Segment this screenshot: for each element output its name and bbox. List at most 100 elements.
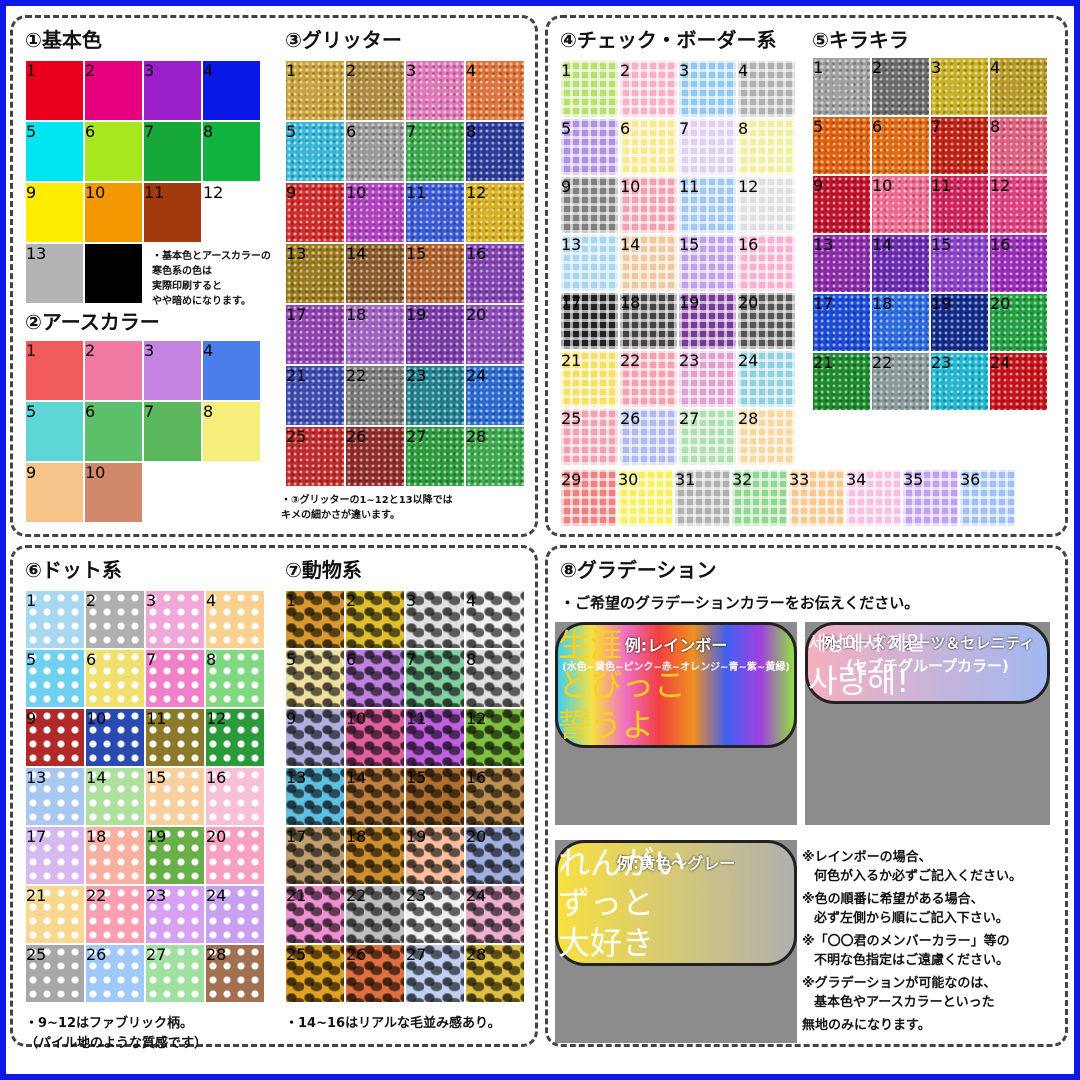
swatch-label: 12 — [203, 183, 224, 202]
example-label: 例:レインボー — [624, 636, 728, 655]
swatch: 24 — [465, 365, 525, 426]
section-title: ⑤キラキラ — [812, 28, 909, 52]
swatch: 12 — [989, 175, 1048, 234]
swatch-label: 6 — [346, 650, 357, 669]
swatch-label: 31 — [675, 470, 696, 489]
swatch: 14 — [619, 234, 678, 292]
swatch: 25 — [560, 408, 619, 466]
instruction: ・ご希望のグラデーションカラーをお伝えください。 — [560, 594, 920, 612]
swatch-label: 7 — [679, 119, 690, 138]
swatch: 16 — [205, 767, 265, 826]
swatch-label: 3 — [144, 341, 155, 360]
swatch: 10 — [85, 708, 145, 767]
swatch-label: 18 — [346, 827, 367, 846]
swatch: 18 — [85, 826, 145, 885]
swatch: 23 — [678, 350, 737, 408]
swatch-label: 1 — [813, 58, 824, 77]
swatch-label: 9 — [561, 177, 572, 196]
swatch: 8 — [737, 118, 796, 176]
swatch-label: 21 — [286, 886, 307, 905]
swatch: 27 — [405, 944, 465, 1003]
swatch-label: 35 — [903, 470, 924, 489]
swatch: 5 — [285, 121, 345, 182]
swatch: 8 — [202, 121, 261, 182]
swatch-label: 9 — [26, 463, 37, 482]
swatch: 2 — [345, 60, 405, 121]
swatch: 18 — [619, 292, 678, 350]
swatch-label: 13 — [286, 244, 307, 263]
swatch-label: 6 — [620, 119, 631, 138]
swatch-label: 14 — [85, 244, 106, 263]
swatch-label: 32 — [732, 470, 753, 489]
swatch: 23 — [405, 885, 465, 944]
swatch-label: 7 — [406, 650, 417, 669]
swatch: 1 — [560, 60, 619, 118]
swatch-label: 20 — [466, 827, 487, 846]
swatch-label: 5 — [286, 122, 297, 141]
swatch-label: 16 — [466, 768, 487, 787]
swatch: 35 — [902, 469, 959, 527]
swatch: 20 — [989, 293, 1048, 352]
example-sublabel: (水色~黄色~ピンク~赤~オレンジ~青~紫~黄緑) — [562, 662, 790, 673]
swatch-label: 20 — [738, 293, 759, 312]
swatch: 11 — [143, 182, 202, 243]
swatch-label: 8 — [466, 122, 477, 141]
swatch-label: 10 — [85, 183, 106, 202]
swatch: 31 — [674, 469, 731, 527]
swatch-label: 1 — [26, 591, 37, 610]
swatch-label: 3 — [931, 58, 942, 77]
swatch-label: 18 — [346, 305, 367, 324]
swatch-label: 13 — [26, 768, 47, 787]
note: 必ず左側から順にご記入下さい。 — [814, 911, 1009, 926]
swatch-label: 10 — [346, 709, 367, 728]
swatch: 27 — [405, 426, 465, 487]
swatch: 13 — [25, 767, 85, 826]
swatch: 22 — [345, 885, 405, 944]
swatch: 9 — [25, 462, 84, 523]
swatch-label: 15 — [146, 768, 167, 787]
swatch: 15 — [930, 234, 989, 293]
swatch: 18 — [871, 293, 930, 352]
swatch: 25 — [25, 944, 85, 1003]
swatch-label: 6 — [85, 402, 96, 421]
swatch: 5 — [812, 116, 871, 175]
swatch-label: 24 — [206, 886, 227, 905]
swatch: 1 — [25, 60, 84, 121]
art-text: 사랑해! — [808, 662, 910, 700]
swatch: 2 — [871, 57, 930, 116]
swatch-label: 7 — [144, 122, 155, 141]
swatch: 3 — [930, 57, 989, 116]
swatch-label: 1 — [286, 591, 297, 610]
swatch: 25 — [285, 426, 345, 487]
swatch-label: 4 — [466, 61, 477, 80]
swatch-label: 19 — [146, 827, 167, 846]
swatch-label: 20 — [466, 305, 487, 324]
swatch: 4 — [202, 340, 261, 401]
swatch: 7 — [145, 649, 205, 708]
swatch: 12 — [737, 176, 796, 234]
swatch: 16 — [465, 243, 525, 304]
swatch-label: 7 — [406, 122, 417, 141]
swatch-label: 26 — [346, 945, 367, 964]
art-text: 세상에서 제일 — [808, 631, 925, 655]
swatch-label: 3 — [406, 61, 417, 80]
swatch: 19 — [405, 826, 465, 885]
swatch-label: 7 — [144, 402, 155, 421]
swatch-label: 10 — [86, 709, 107, 728]
swatch: 4 — [205, 590, 265, 649]
note: ※「〇〇君のメンバーカラー」等の — [802, 934, 1010, 949]
swatch-label: 11 — [146, 709, 167, 728]
swatch: 22 — [345, 365, 405, 426]
swatch: 3 — [143, 60, 202, 121]
note: 寒色系の色は — [152, 266, 212, 277]
swatch: 13 — [812, 234, 871, 293]
swatch-label: 2 — [85, 61, 96, 80]
swatch-label: 26 — [620, 409, 641, 428]
note: ※色の順番に希望がある場合、 — [802, 892, 984, 907]
swatch-label: 27 — [406, 945, 427, 964]
swatch: 6 — [871, 116, 930, 175]
note: ・基本色とアースカラーの — [152, 251, 271, 262]
swatch-label: 11 — [144, 183, 165, 202]
swatch-label: 17 — [286, 305, 307, 324]
swatch: 17 — [560, 292, 619, 350]
